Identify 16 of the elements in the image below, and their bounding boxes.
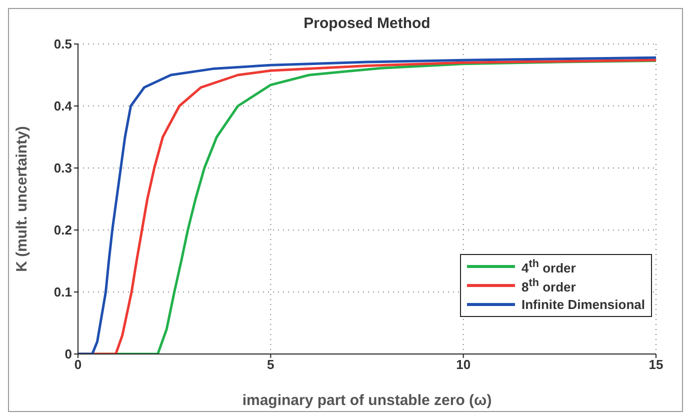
- x-tick-label: 10: [456, 357, 471, 372]
- y-tick-label: 0.5: [54, 36, 72, 52]
- x-axis-title: imaginary part of unstable zero (ω): [242, 392, 492, 409]
- y-tick-label: 0.4: [54, 98, 73, 114]
- y-tick-label: 0.3: [54, 160, 72, 176]
- y-axis-title: K (mult. uncertainty): [13, 126, 30, 272]
- legend-label: Infinite Dimensional: [521, 297, 645, 312]
- x-tick-label: 15: [648, 357, 664, 372]
- y-tick-label: 0.1: [54, 284, 72, 300]
- chart-title: Proposed Method: [302, 15, 432, 32]
- x-tick-label: 5: [267, 357, 274, 372]
- legend-label: 8$^{th}$ order: [521, 276, 576, 294]
- y-tick-label: 0: [64, 346, 72, 362]
- legend-label: 4$^{th}$ order: [521, 258, 576, 276]
- x-tick-label: 0: [74, 357, 82, 372]
- y-tick-label: 0.2: [54, 222, 72, 238]
